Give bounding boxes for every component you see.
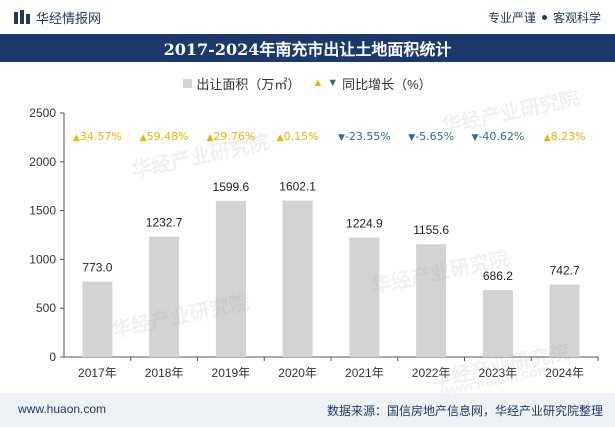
tagline: 专业严谨 客观科学: [488, 9, 601, 26]
growth-value: 0.15%: [284, 130, 319, 143]
bar-value-label: 686.2: [483, 269, 513, 283]
growth-value: -5.65%: [415, 130, 454, 143]
bar-value-label: 1155.6: [413, 223, 449, 237]
bar: [282, 200, 313, 357]
chart-title: 2017-2024年南充市出让土地面积统计: [0, 34, 615, 62]
growth-label: ▲29.76%: [206, 130, 255, 143]
legend-item-growth: ▲ ▼ 同比增长（%）: [312, 74, 431, 93]
bar: [349, 237, 380, 357]
x-tick-label: 2020年: [278, 366, 317, 380]
triangle-down-icon: ▼: [338, 133, 345, 143]
bar: [215, 200, 246, 357]
bar: [82, 281, 113, 357]
growth-value: -23.55%: [345, 130, 391, 143]
footer-website: www.huaon.com: [18, 402, 107, 416]
separator-dot-icon: [541, 15, 547, 20]
growth-label: ▲34.57%: [73, 130, 122, 143]
triangle-up-icon: ▲: [312, 77, 324, 89]
legend-label-area: 出让面积（万㎡）: [196, 76, 301, 92]
triangle-down-icon: ▼: [327, 77, 339, 89]
footer: www.huaon.com 数据来源：国信房地产信息网，华经产业研究院整理: [0, 393, 615, 427]
bar: [416, 244, 447, 357]
chart-legend: 出让面积（万㎡） ▲ ▼ 同比增长（%）: [0, 74, 615, 92]
growth-label: ▼-5.65%: [408, 130, 454, 143]
x-tick-label: 2019年: [212, 366, 251, 380]
brand-name: 华经情报网: [36, 10, 102, 26]
growth-label: ▲59.48%: [140, 130, 189, 143]
tagline-2: 客观科学: [552, 11, 601, 25]
bar: [149, 236, 180, 357]
triangle-up-icon: ▲: [544, 133, 551, 143]
y-tick-label: 1500: [29, 204, 56, 218]
growth-value: -40.62%: [478, 130, 524, 143]
x-tick-label: 2021年: [345, 366, 384, 380]
y-tick-label: 2500: [29, 106, 56, 120]
growth-label: ▲0.15%: [277, 130, 319, 143]
growth-value: 29.76%: [213, 130, 255, 143]
brand: 华经情报网: [14, 8, 101, 26]
bar-value-label: 1599.6: [213, 180, 250, 194]
growth-value: 59.48%: [147, 130, 189, 143]
triangle-down-icon: ▼: [471, 133, 478, 143]
legend-label-growth: 同比增长（%）: [342, 76, 432, 92]
y-tick-label: 2000: [29, 155, 56, 169]
growth-label: ▼-23.55%: [338, 130, 391, 143]
triangle-up-icon: ▲: [206, 133, 213, 143]
x-tick-label: 2023年: [479, 366, 518, 380]
bar-value-label: 1232.7: [146, 216, 183, 230]
x-tick-label: 2018年: [145, 366, 184, 380]
triangle-up-icon: ▲: [140, 133, 147, 143]
triangle-up-icon: ▲: [73, 133, 80, 143]
tagline-1: 专业严谨: [487, 11, 536, 25]
bar-chart: 050010001500200025002017年773.0▲34.57%201…: [29, 106, 599, 380]
bar-value-label: 1224.9: [346, 216, 383, 230]
y-tick-label: 1000: [29, 252, 56, 266]
growth-value: 8.23%: [551, 130, 586, 143]
triangle-up-icon: ▲: [277, 133, 284, 143]
y-tick-label: 0: [49, 350, 56, 364]
brand-logo-icon: [14, 10, 30, 24]
bar: [482, 290, 513, 357]
x-tick-label: 2017年: [78, 366, 117, 380]
bar-value-label: 773.0: [82, 261, 112, 275]
growth-label: ▲8.23%: [544, 130, 586, 143]
top-bar: 华经情报网 专业严谨 客观科学: [0, 0, 615, 34]
legend-item-area: 出让面积（万㎡）: [183, 74, 300, 93]
growth-label: ▼-40.62%: [471, 130, 524, 143]
bar-value-label: 742.7: [550, 264, 580, 278]
growth-value: 34.57%: [80, 130, 122, 143]
footer-source: 数据来源：国信房地产信息网，华经产业研究院整理: [326, 404, 603, 418]
x-tick-label: 2024年: [545, 366, 584, 380]
legend-swatch-area: [183, 78, 193, 88]
bar-value-label: 1602.1: [279, 180, 316, 194]
triangle-down-icon: ▼: [408, 133, 415, 143]
x-tick-label: 2022年: [412, 366, 451, 380]
y-tick-label: 500: [36, 301, 56, 315]
bar: [549, 284, 580, 357]
